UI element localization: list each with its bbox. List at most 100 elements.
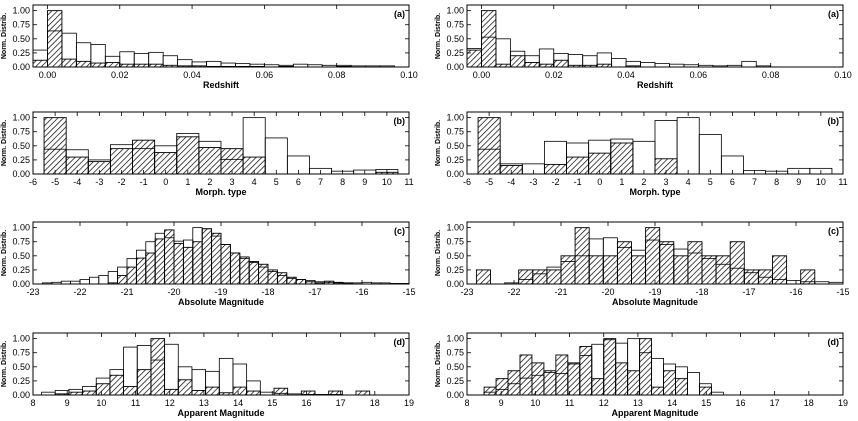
open-bar bbox=[632, 140, 656, 174]
x-tick-label: 3 bbox=[230, 177, 235, 187]
y-tick-label: 0.50 bbox=[446, 362, 464, 372]
hatched-bar bbox=[239, 256, 250, 284]
hatched-bar bbox=[126, 266, 137, 284]
y-tick-label: 1.00 bbox=[12, 6, 30, 16]
x-tick-label: 0.02 bbox=[111, 70, 129, 80]
open-bar bbox=[79, 279, 90, 284]
panel-label: (c) bbox=[394, 226, 405, 236]
open-bar bbox=[379, 65, 395, 67]
hatched-bar bbox=[104, 62, 121, 67]
hatched-bar bbox=[475, 269, 491, 284]
histogram-panel: -6 -5 -4 -3 -2 -1 0 1 2 3 4 5 6 7 8 9 10 11 0.00 0.25 0.50 0.… bbox=[435, 111, 848, 197]
hatched-bar bbox=[673, 255, 689, 284]
x-tick-label: 4 bbox=[252, 177, 257, 187]
panel-label: (b) bbox=[828, 116, 840, 126]
plot-frame bbox=[32, 332, 410, 396]
x-tick-label: 16 bbox=[301, 398, 311, 408]
x-tick-label: 9 bbox=[499, 398, 504, 408]
y-tick-label: 0.00 bbox=[12, 390, 30, 400]
y-tick-label: 0.75 bbox=[12, 127, 30, 137]
y-tick-label: 0.50 bbox=[12, 362, 30, 372]
x-tick-label: -16 bbox=[355, 287, 368, 297]
y-tick-label: 1.00 bbox=[12, 223, 30, 233]
open-bar bbox=[720, 155, 744, 174]
open-bar bbox=[232, 363, 248, 395]
bars bbox=[33, 10, 395, 67]
bars bbox=[483, 338, 724, 395]
x-tick-label: 2 bbox=[641, 177, 646, 187]
y-axis-label: Norm. Distrib. bbox=[1, 230, 8, 276]
y-axis-label: Norm. Distrib. bbox=[1, 120, 8, 166]
open-bar bbox=[264, 137, 288, 174]
y-tick-label: 0.75 bbox=[12, 20, 30, 30]
hatched-bar bbox=[591, 378, 605, 395]
hatched-bar bbox=[555, 354, 569, 395]
panel-label: (a) bbox=[828, 9, 839, 19]
y-tick-label: 0.00 bbox=[446, 62, 464, 72]
plot-frame bbox=[32, 4, 410, 68]
bars bbox=[467, 10, 772, 67]
x-tick-label: 2 bbox=[207, 177, 212, 187]
y-tick-label: 1.00 bbox=[446, 6, 464, 16]
hatched-bar bbox=[615, 362, 629, 395]
y-tick-label: 0.50 bbox=[12, 34, 30, 44]
histogram-panel: -6 -5 -4 -3 -2 -1 0 1 2 3 4 5 6 7 8 9 10 11 0.00 0.25 0.50 0.… bbox=[1, 111, 414, 197]
histogram-panel: -23 -22 -21 -20 -19 -18 -17 -16 -15 0.00 0.25 0.50 0… bbox=[435, 221, 850, 307]
x-axis-label: Absolute Magnitude bbox=[612, 297, 698, 307]
open-bar bbox=[687, 372, 700, 395]
histogram-panel: 0.00 0.02 0.04 0.06 0.08 0.10 0.00 0.25 0.50 0.75… bbox=[1, 4, 418, 90]
hatched-bar bbox=[772, 255, 788, 284]
bars bbox=[42, 227, 409, 284]
open-bar bbox=[218, 357, 234, 395]
y-tick-label: 0.00 bbox=[446, 279, 464, 289]
y-tick-label: 0.25 bbox=[446, 48, 464, 58]
x-axis-label: Morph. type bbox=[196, 187, 247, 197]
hatched-bar bbox=[211, 232, 222, 284]
x-tick-label: -17 bbox=[742, 287, 755, 297]
hatched-bar bbox=[698, 386, 712, 395]
y-tick-label: 1.00 bbox=[446, 334, 464, 344]
panels: 0.00 0.02 0.04 0.06 0.08 0.10 0.00 0.25 0.50 0.75… bbox=[1, 4, 852, 418]
bars bbox=[41, 338, 371, 395]
x-tick-label: -6 bbox=[29, 177, 37, 187]
x-axis-label: Redshift bbox=[637, 80, 673, 90]
hatched-bar bbox=[524, 62, 540, 67]
bars bbox=[477, 117, 833, 174]
y-tick-label: 0.50 bbox=[12, 141, 30, 151]
hatched-bar bbox=[509, 55, 526, 67]
x-tick-label: -3 bbox=[529, 177, 537, 187]
x-tick-label: 9 bbox=[796, 177, 801, 187]
x-tick-label: 6 bbox=[730, 177, 735, 187]
hatched-bar bbox=[495, 378, 509, 395]
hatched-bar bbox=[603, 338, 617, 395]
hatched-bar bbox=[220, 244, 231, 284]
x-tick-label: -15 bbox=[836, 287, 849, 297]
x-tick-label: 17 bbox=[336, 398, 346, 408]
hatched-bar bbox=[61, 58, 77, 67]
y-tick-label: 0.75 bbox=[446, 20, 464, 30]
panel-label: (b) bbox=[394, 116, 406, 126]
y-tick-label: 0.00 bbox=[12, 169, 30, 179]
open-bar bbox=[286, 155, 310, 174]
y-tick-label: 0.75 bbox=[446, 348, 464, 358]
x-tick-label: 16 bbox=[735, 398, 745, 408]
x-tick-label: -6 bbox=[463, 177, 471, 187]
hatched-bar bbox=[645, 227, 661, 284]
y-axis-label: Norm. Distrib. bbox=[435, 120, 442, 166]
x-tick-label: 5 bbox=[708, 177, 713, 187]
hatched-bar bbox=[532, 269, 548, 284]
x-tick-label: 11 bbox=[565, 398, 574, 408]
hatched-bar bbox=[132, 139, 156, 174]
hatched-bar bbox=[543, 370, 557, 395]
panel-label: (d) bbox=[394, 337, 406, 347]
y-tick-label: 0.75 bbox=[446, 237, 464, 247]
hatched-bar bbox=[176, 136, 200, 174]
x-axis-label: Absolute Magnitude bbox=[178, 297, 264, 307]
hatched-bar bbox=[135, 257, 147, 284]
x-tick-label: 11 bbox=[838, 177, 847, 187]
x-tick-label: 0 bbox=[163, 177, 168, 187]
open-bar bbox=[842, 282, 843, 284]
y-axis-label: Norm. Distrib. bbox=[1, 13, 8, 59]
x-tick-label: 0.10 bbox=[400, 70, 418, 80]
hatched-bar bbox=[173, 242, 184, 284]
